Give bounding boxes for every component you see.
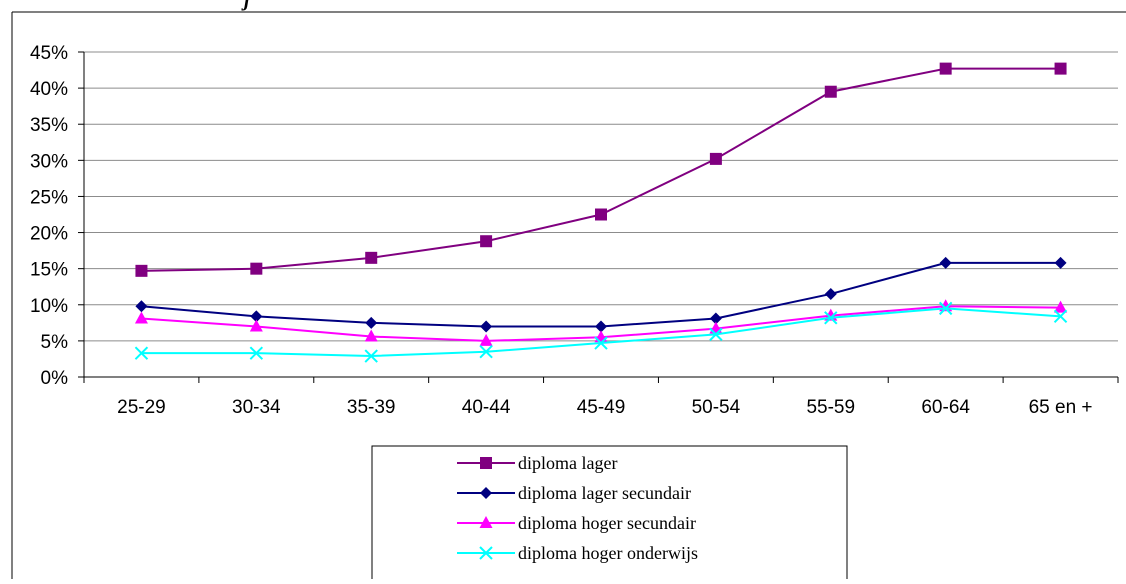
data-point bbox=[249, 319, 263, 332]
data-point bbox=[595, 320, 607, 333]
axes: 0% 5% 10% 15% 20% 25% 30% 35% 40% 45% 25-29 30-34 35… bbox=[30, 43, 1119, 418]
y-tick-label: 5% bbox=[41, 332, 69, 353]
data-point bbox=[249, 346, 264, 360]
data-point bbox=[135, 264, 148, 277]
data-point bbox=[365, 316, 378, 329]
data-point bbox=[1054, 300, 1068, 313]
data-point bbox=[134, 311, 148, 324]
data-point bbox=[824, 287, 837, 300]
legend-box bbox=[371, 445, 848, 584]
y-tick-label: 25% bbox=[30, 187, 68, 208]
y-tick-label: 35% bbox=[30, 115, 68, 136]
y-tick-label: 0% bbox=[41, 368, 69, 389]
y-tick-label: 10% bbox=[30, 296, 68, 317]
data-point bbox=[1054, 256, 1067, 269]
chart-title-fragment: j bbox=[241, 0, 250, 11]
y-tick-label: 45% bbox=[30, 43, 68, 64]
data-point bbox=[939, 62, 952, 75]
x-tick-label: 30-34 bbox=[232, 397, 281, 418]
x-tick-label: 50-54 bbox=[692, 397, 741, 418]
data-point bbox=[709, 327, 723, 342]
data-point bbox=[594, 336, 608, 350]
data-point bbox=[938, 301, 953, 316]
data-point bbox=[709, 312, 722, 325]
data-point bbox=[479, 345, 493, 359]
series-lines bbox=[134, 62, 1068, 363]
x-tick-label: 65 en + bbox=[1029, 397, 1093, 418]
data-point bbox=[1054, 62, 1067, 75]
data-point bbox=[364, 349, 378, 363]
x-tick-label: 55-59 bbox=[806, 397, 855, 418]
data-point bbox=[365, 251, 378, 264]
legend-marker bbox=[479, 546, 493, 560]
x-tick-label: 45-49 bbox=[577, 397, 626, 418]
legend-label: diploma hoger secundair bbox=[518, 513, 696, 533]
data-point bbox=[595, 208, 607, 221]
legend-marker bbox=[479, 516, 493, 528]
data-point bbox=[709, 152, 722, 165]
data-point bbox=[479, 333, 493, 346]
y-tick-label: 15% bbox=[30, 260, 68, 281]
data-point bbox=[364, 329, 378, 342]
data-point bbox=[1053, 309, 1068, 324]
legend: diploma lager diploma lager secundair dipl… bbox=[371, 445, 848, 584]
y-tick-label: 30% bbox=[30, 151, 68, 172]
data-point bbox=[480, 235, 493, 248]
data-point bbox=[135, 300, 148, 313]
data-point bbox=[250, 310, 263, 323]
data-point bbox=[939, 256, 952, 269]
legend-label: diploma lager secundair bbox=[518, 483, 691, 503]
legend-marker bbox=[480, 487, 492, 499]
data-point bbox=[134, 346, 149, 360]
legend-label: diploma lager bbox=[518, 453, 617, 473]
data-point bbox=[824, 311, 838, 325]
x-tick-label: 40-44 bbox=[462, 397, 511, 418]
y-tick-label: 40% bbox=[30, 79, 68, 100]
x-tick-label: 60-64 bbox=[921, 397, 970, 418]
data-point bbox=[480, 320, 493, 333]
legend-marker bbox=[480, 457, 492, 469]
data-point bbox=[824, 85, 837, 98]
gridlines bbox=[84, 51, 1118, 342]
x-tick-label: 25-29 bbox=[117, 397, 166, 418]
x-tick-label: 35-39 bbox=[347, 397, 396, 418]
data-point bbox=[250, 262, 263, 275]
legend-label: diploma hoger onderwijs bbox=[518, 543, 698, 563]
y-tick-label: 20% bbox=[30, 224, 68, 245]
